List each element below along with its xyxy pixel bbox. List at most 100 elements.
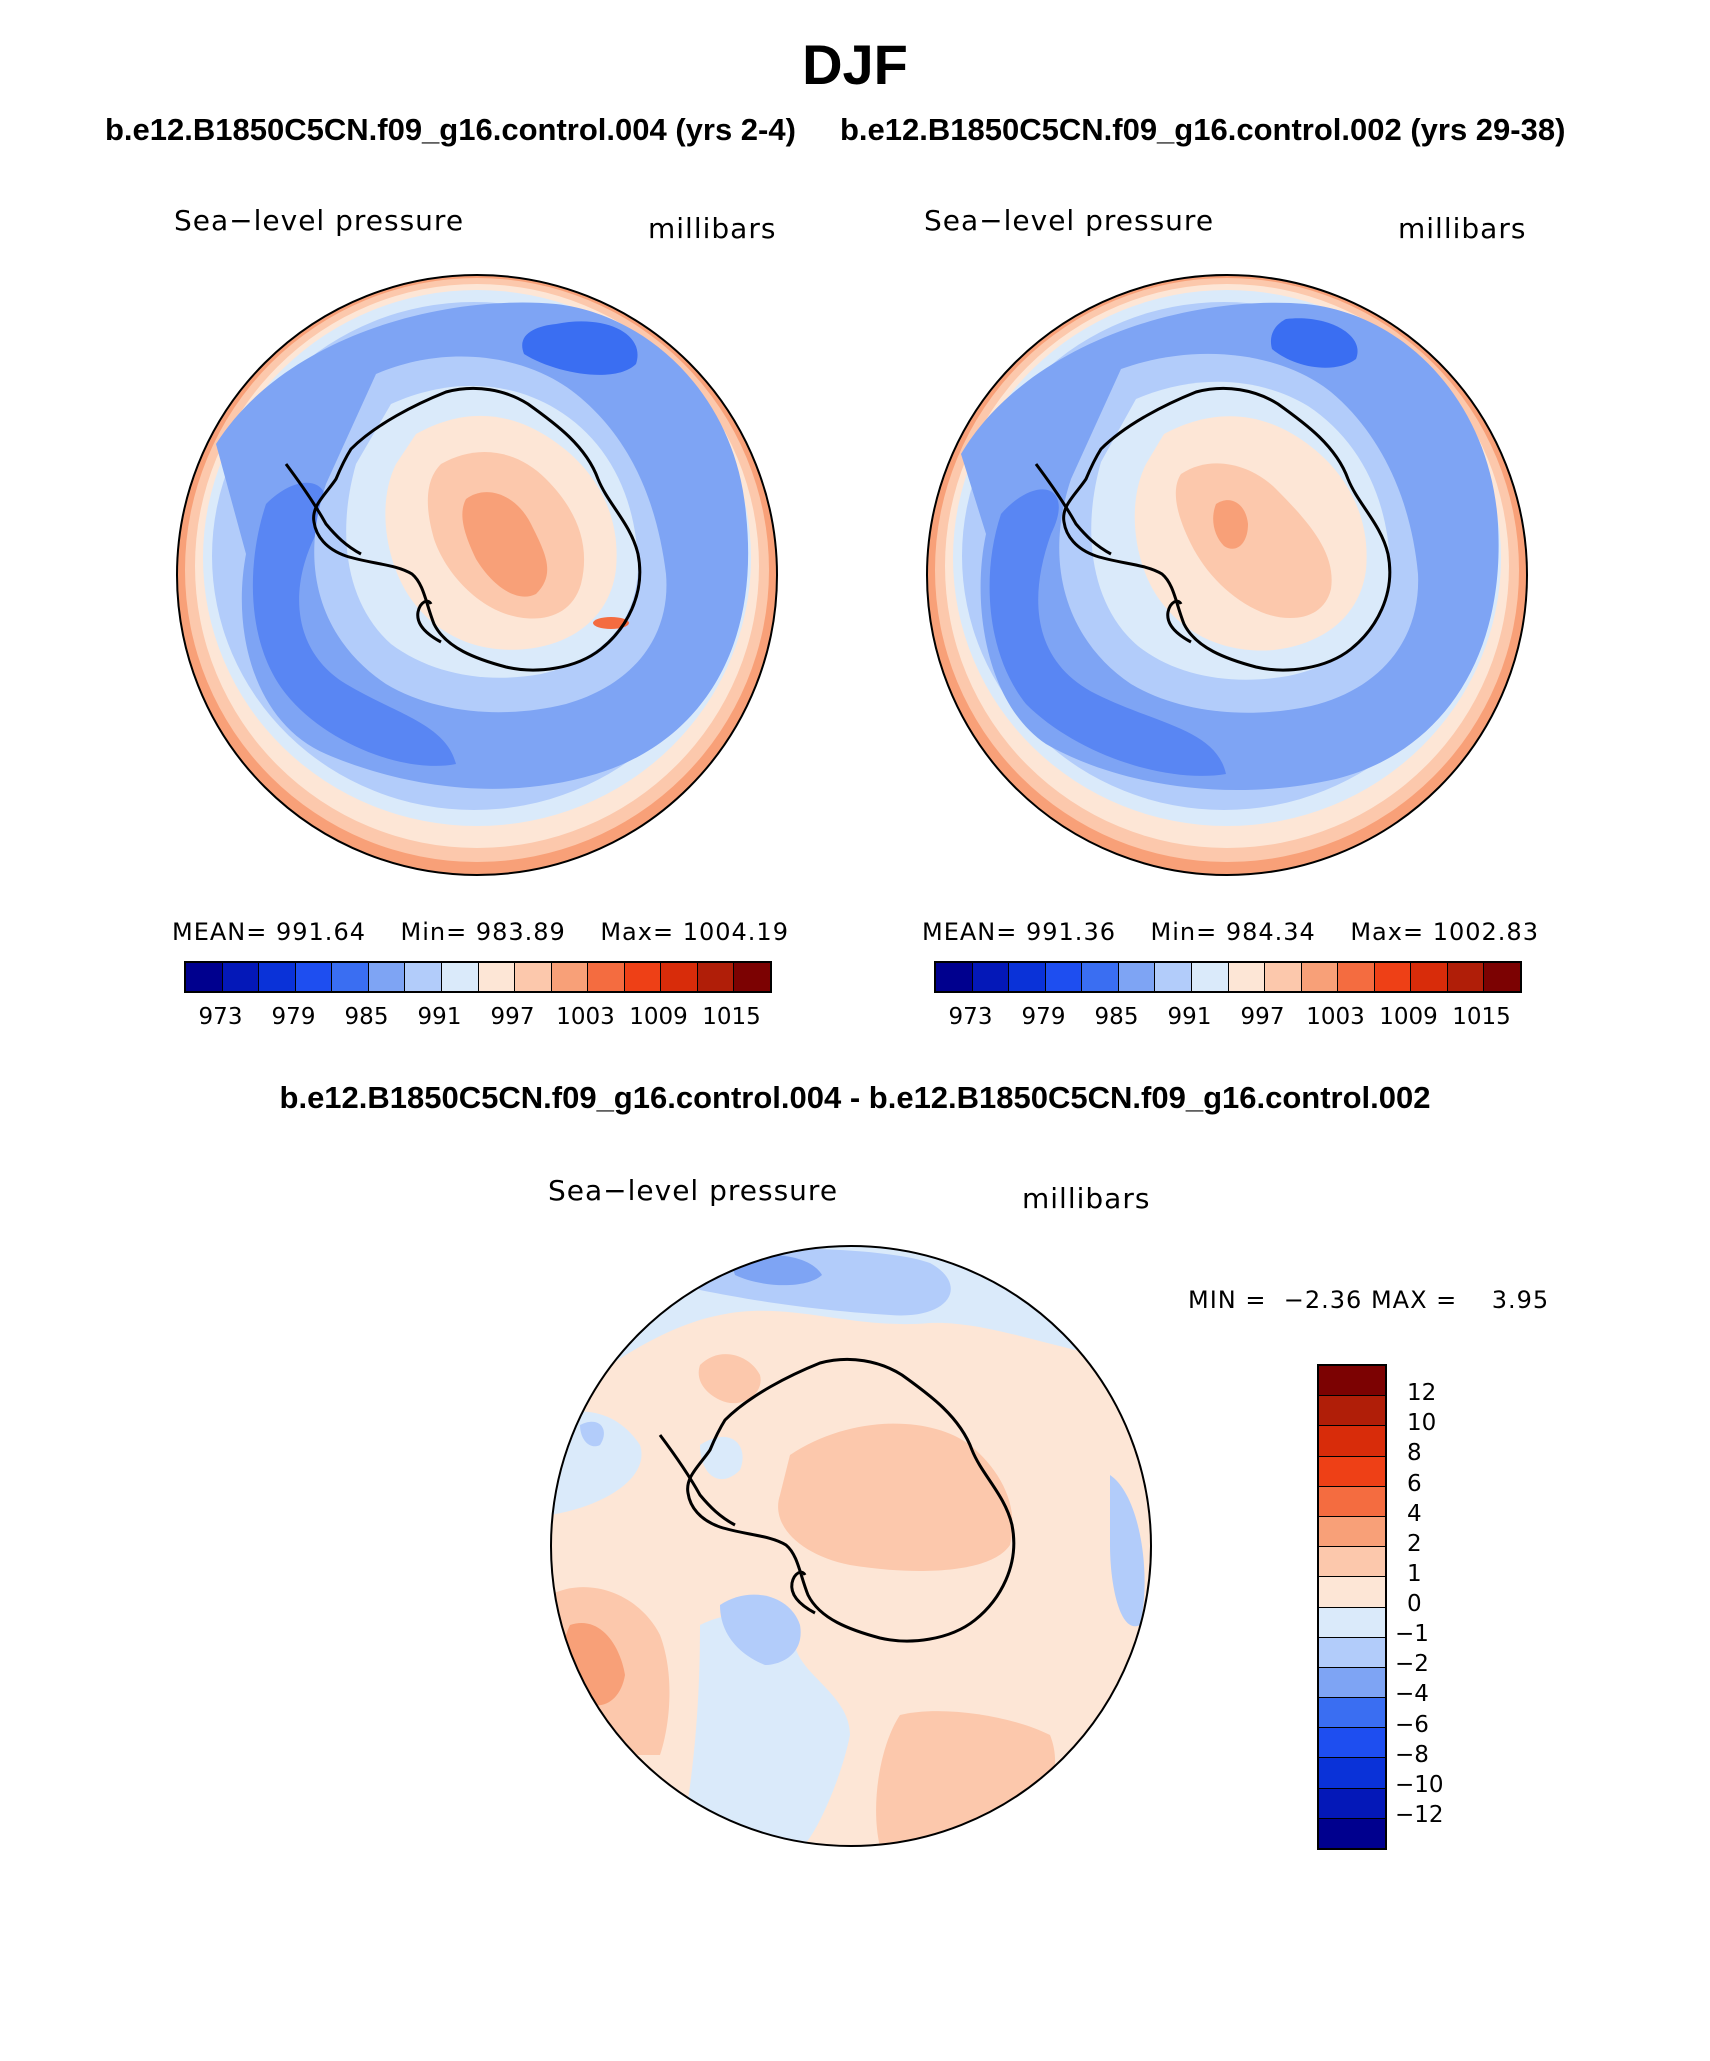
- panel-3-colorbar-tick-label: −12: [1395, 1801, 1444, 1828]
- panel-3-colorbar-segment: [1319, 1547, 1385, 1578]
- panel-3-colorbar-segment: [1319, 1637, 1385, 1668]
- panel-1-variable-label: Sea−level pressure: [174, 204, 465, 237]
- panel-3-colorbar-tick-label: 8: [1407, 1440, 1422, 1467]
- panel-3-colorbar-tick-label: 0: [1407, 1591, 1422, 1617]
- panel-1-colorbar-segment: [259, 963, 296, 991]
- panel-2-stats: MEAN= 991.36 Min= 984.34 Max= 1002.83: [922, 918, 1539, 946]
- panel-2-colorbar-tick-label: 997: [1240, 1004, 1285, 1030]
- panel-3-colorbar-segment: [1319, 1396, 1385, 1427]
- panel-1-colorbar-tick-label: 979: [271, 1004, 316, 1030]
- panel-2-colorbar-tick-label: 985: [1094, 1004, 1139, 1030]
- panel-1-colorbar-segment: [478, 963, 516, 991]
- season-title: DJF: [802, 33, 908, 96]
- panel-1-units-label: millibars: [648, 212, 777, 245]
- panel-3-colorbar: [1317, 1364, 1387, 1850]
- panel-1-colorbar-segment: [441, 963, 479, 991]
- panel-2-map-border: [926, 274, 1528, 876]
- panel-3-colorbar-tick-label: −8: [1395, 1741, 1429, 1768]
- panel-2-colorbar: [934, 961, 1522, 993]
- panel-2-colorbar-segment: [1484, 963, 1520, 991]
- panel-1-map: [176, 274, 778, 876]
- panel-3-colorbar-segment: [1319, 1486, 1385, 1517]
- panel-1-colorbar-segment: [551, 963, 589, 991]
- panel-3-colorbar-tick-label: 10: [1407, 1410, 1437, 1437]
- panel-1-colorbar-segment: [295, 963, 333, 991]
- panel-2-colorbar-segment: [1447, 963, 1485, 991]
- panel-1-colorbar: [184, 961, 772, 993]
- panel-1-stats: MEAN= 991.64 Min= 983.89 Max= 1004.19: [172, 918, 789, 946]
- case-1-title: b.e12.B1850C5CN.f09_g16.control.004 (yrs…: [105, 112, 796, 147]
- panel-3-colorbar-tick-label: −4: [1395, 1681, 1429, 1708]
- case-2-title: b.e12.B1850C5CN.f09_g16.control.002 (yrs…: [840, 112, 1566, 147]
- panel-1-colorbar-tick-label: 997: [490, 1004, 535, 1030]
- panel-3-colorbar-segment: [1319, 1667, 1385, 1699]
- panel-2-variable-label: Sea−level pressure: [924, 204, 1215, 237]
- panel-2-colorbar-segment: [1411, 963, 1448, 991]
- panel-3-colorbar-tick-label: 6: [1407, 1470, 1422, 1497]
- panel-2-colorbar-tick-label: 1009: [1379, 1004, 1438, 1030]
- panel-1-colorbar-segment: [697, 963, 735, 991]
- panel-2-colorbar-segment: [1301, 963, 1339, 991]
- panel-3-colorbar-segment: [1319, 1758, 1385, 1789]
- panel-3-colorbar-segment: [1319, 1698, 1385, 1729]
- panel-2-units-label: millibars: [1398, 212, 1527, 245]
- panel-3-stats: MIN = −2.36 MAX = 3.95: [1188, 1286, 1550, 1314]
- panel-1-colorbar-tick-label: 973: [198, 1004, 243, 1030]
- panel-3-colorbar-segment: [1319, 1607, 1385, 1638]
- panel-2-colorbar-segment: [1009, 963, 1046, 991]
- panel-3-colorbar-tick-label: −6: [1395, 1711, 1429, 1738]
- panel-1-colorbar-tick-label: 985: [344, 1004, 389, 1030]
- panel-3-map-border: [550, 1245, 1152, 1847]
- panel-2-colorbar-segment: [1338, 963, 1375, 991]
- panel-3-colorbar-segment: [1319, 1577, 1385, 1608]
- panel-3-colorbar-segment: [1319, 1728, 1385, 1759]
- panel-1-colorbar-segment: [332, 963, 369, 991]
- panel-1-colorbar-segment: [661, 963, 698, 991]
- difference-title: b.e12.B1850C5CN.f09_g16.control.004 - b.…: [279, 1080, 1431, 1115]
- panel-2-colorbar-segment: [1118, 963, 1156, 991]
- panel-3-colorbar-tick-label: 12: [1407, 1380, 1437, 1407]
- panel-1-map-border: [176, 274, 778, 876]
- panel-2-colorbar-segment: [972, 963, 1010, 991]
- panel-3-variable-label: Sea−level pressure: [548, 1174, 839, 1207]
- panel-3-colorbar-segment: [1319, 1818, 1385, 1848]
- panel-3-colorbar-segment: [1319, 1516, 1385, 1548]
- panel-3-colorbar-tick-label: −1: [1395, 1621, 1429, 1648]
- panel-3-colorbar-tick-label: 2: [1407, 1530, 1422, 1557]
- panel-3-colorbar-tick-label: −2: [1395, 1651, 1429, 1678]
- panel-2-colorbar-tick-label: 1003: [1306, 1004, 1365, 1030]
- panel-1-colorbar-tick-label: 1009: [629, 1004, 688, 1030]
- panel-3-colorbar-segment: [1319, 1456, 1385, 1487]
- panel-2-colorbar-segment: [1155, 963, 1192, 991]
- panel-3-colorbar-segment: [1319, 1366, 1385, 1397]
- panel-3-units-label: millibars: [1022, 1182, 1151, 1215]
- panel-3-colorbar-tick-label: 4: [1407, 1500, 1422, 1527]
- panel-1-colorbar-segment: [734, 963, 770, 991]
- panel-1-colorbar-segment: [515, 963, 552, 991]
- panel-2-colorbar-segment: [936, 963, 973, 991]
- panel-1-colorbar-tick-label: 991: [417, 1004, 462, 1030]
- panel-2-colorbar-segment: [1374, 963, 1412, 991]
- panel-2-colorbar-segment: [1045, 963, 1083, 991]
- panel-3-map: [550, 1245, 1152, 1847]
- panel-3-colorbar-tick-label: −10: [1395, 1771, 1444, 1798]
- panel-1-colorbar-segment: [624, 963, 662, 991]
- panel-1-colorbar-segment: [405, 963, 442, 991]
- panel-3-colorbar-segment: [1319, 1426, 1385, 1457]
- panel-1-colorbar-segment: [588, 963, 625, 991]
- panel-2-colorbar-tick-label: 1015: [1452, 1004, 1511, 1030]
- panel-2-colorbar-tick-label: 973: [948, 1004, 993, 1030]
- panel-1-colorbar-segment: [222, 963, 260, 991]
- panel-1-colorbar-tick-label: 1015: [702, 1004, 761, 1030]
- panel-3-colorbar-tick-label: 1: [1407, 1560, 1422, 1587]
- panel-1-colorbar-tick-label: 1003: [556, 1004, 615, 1030]
- panel-2-colorbar-segment: [1265, 963, 1302, 991]
- panel-2-colorbar-segment: [1082, 963, 1119, 991]
- panel-1-colorbar-segment: [368, 963, 406, 991]
- panel-2-map: [926, 274, 1528, 876]
- panel-3-colorbar-ticks: 12 10 8 6 4 2 1 0 −1 −2 −4 −6 −8 −10 −12: [1395, 1364, 1475, 1846]
- panel-2-colorbar-tick-label: 979: [1021, 1004, 1066, 1030]
- panel-2-colorbar-segment: [1228, 963, 1266, 991]
- panel-1-colorbar-segment: [186, 963, 223, 991]
- panel-2-colorbar-tick-label: 991: [1167, 1004, 1212, 1030]
